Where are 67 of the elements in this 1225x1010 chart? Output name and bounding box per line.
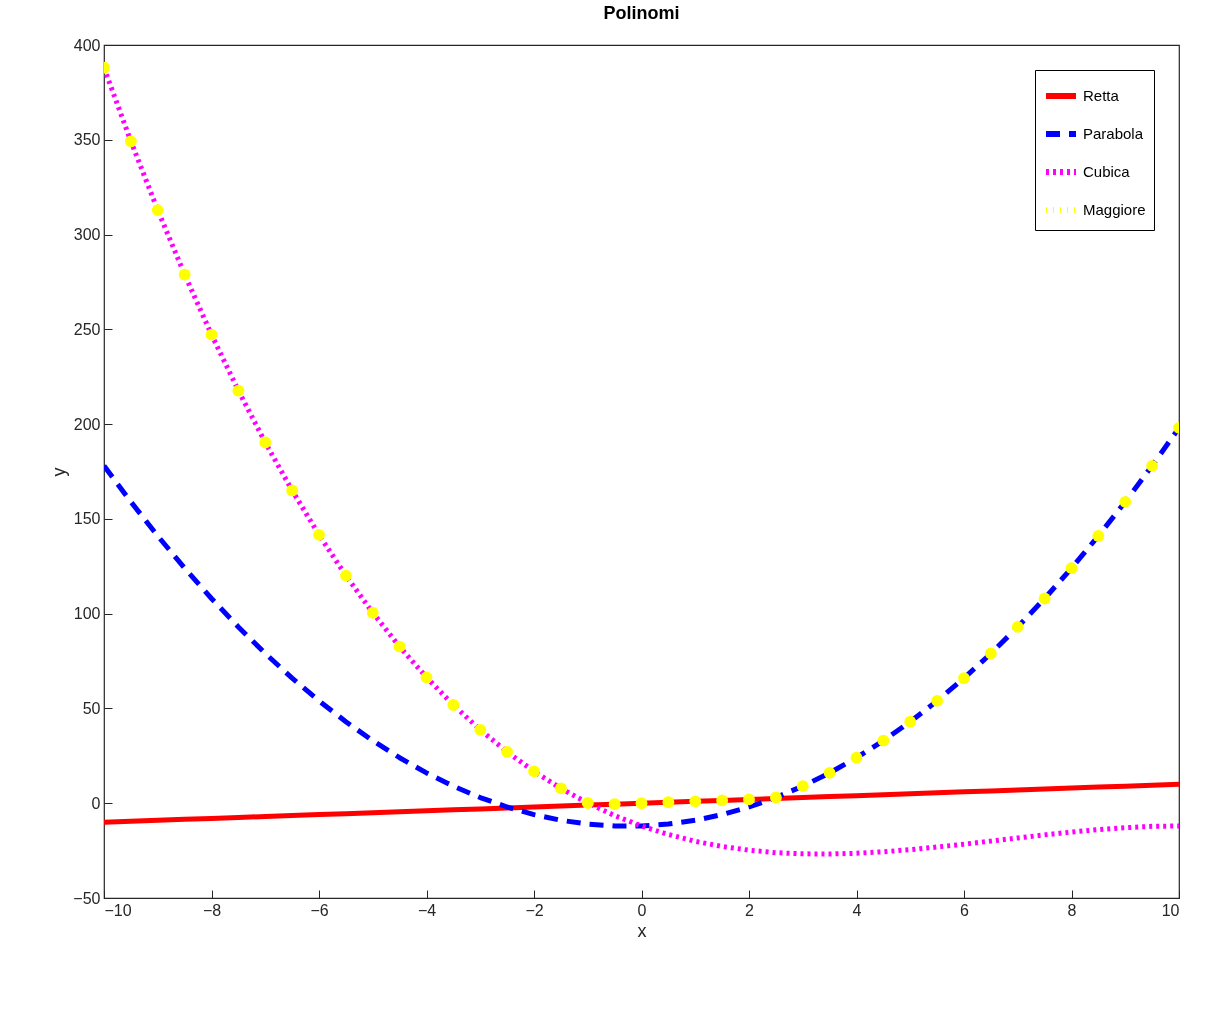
- legend-label: Parabola: [1083, 125, 1144, 142]
- x-tick-label: 2: [745, 901, 755, 919]
- point: [178, 268, 191, 281]
- x-tick-label: 6: [960, 901, 970, 919]
- point: [769, 791, 782, 804]
- x-tick-label: −10: [104, 901, 132, 919]
- point: [1011, 621, 1024, 633]
- point: [205, 328, 218, 341]
- point: [447, 699, 460, 711]
- point: [232, 384, 245, 397]
- point: [286, 484, 299, 497]
- point: [1092, 530, 1105, 542]
- legend-label: Retta: [1083, 87, 1120, 104]
- x-axis-title: x: [637, 920, 647, 941]
- point: [1146, 459, 1159, 472]
- y-tick-label: 200: [73, 415, 101, 433]
- point: [984, 647, 997, 660]
- point: [420, 671, 433, 684]
- y-tick-label: 50: [82, 699, 101, 717]
- point: [823, 766, 836, 779]
- point: [366, 606, 379, 619]
- y-tick-label: 400: [73, 36, 101, 54]
- point: [528, 765, 540, 778]
- y-tick-label: 300: [73, 226, 101, 244]
- point: [554, 782, 567, 795]
- x-tick-label: 8: [1067, 901, 1077, 919]
- point: [958, 672, 970, 685]
- x-tick-label: −6: [310, 901, 329, 919]
- x-tick-label: 0: [637, 901, 647, 919]
- legend-label: Cubica: [1083, 163, 1131, 180]
- y-tick-label: 0: [91, 794, 101, 812]
- x-tick-label: −4: [417, 901, 437, 919]
- point: [716, 794, 729, 807]
- point: [339, 569, 352, 582]
- point: [501, 745, 514, 758]
- point: [689, 795, 702, 808]
- point: [474, 723, 487, 736]
- point: [581, 797, 594, 809]
- x-tick-label: −2: [525, 901, 544, 919]
- point: [850, 751, 863, 764]
- point: [608, 798, 621, 811]
- x-tick-label: 10: [1161, 901, 1180, 919]
- point: [662, 796, 675, 809]
- point: [931, 694, 944, 707]
- y-tick-label: −50: [73, 889, 101, 907]
- point: [877, 734, 890, 747]
- point: [1038, 592, 1051, 605]
- x-tick-label: 4: [852, 901, 862, 919]
- point: [743, 793, 755, 806]
- chart-title: Polinomi: [603, 3, 680, 23]
- point: [151, 204, 164, 217]
- y-tick-label: 150: [73, 510, 101, 528]
- point: [313, 528, 325, 541]
- legend-label: Maggiore: [1083, 201, 1146, 218]
- point: [393, 640, 406, 653]
- y-tick-label: 250: [73, 320, 101, 338]
- y-tick-label: 100: [73, 605, 101, 623]
- y-axis-title: y: [49, 467, 70, 477]
- point: [1065, 562, 1078, 575]
- x-tick-label: −8: [202, 901, 222, 919]
- point: [904, 715, 917, 728]
- point: [796, 780, 809, 793]
- point: [124, 135, 137, 148]
- point: [635, 797, 648, 810]
- y-tick-label: 350: [73, 131, 101, 149]
- point: [259, 436, 272, 449]
- point: [1119, 495, 1132, 508]
